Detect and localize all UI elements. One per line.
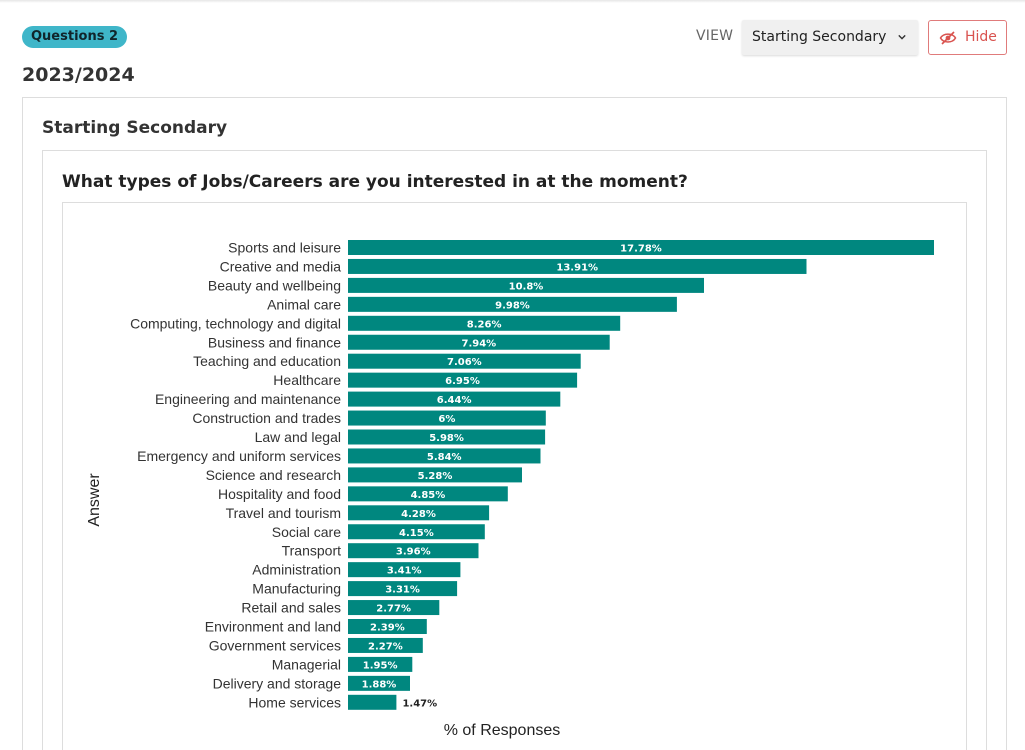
category-label: Home services	[248, 694, 341, 710]
category-label: Engineering and maintenance	[155, 391, 341, 407]
category-label: Business and finance	[208, 334, 341, 350]
bar[interactable]	[348, 258, 807, 274]
data-label: 5.84%	[427, 452, 462, 463]
view-select-value: Starting Secondary	[752, 29, 887, 45]
bar[interactable]	[348, 600, 440, 616]
bar[interactable]	[348, 581, 458, 597]
category-label: Healthcare	[273, 372, 341, 388]
data-label: 6.44%	[437, 395, 472, 406]
data-label: 2.39%	[370, 623, 405, 634]
hide-button[interactable]: Hide	[928, 20, 1007, 55]
bar[interactable]	[348, 353, 581, 369]
category-label: Animal care	[267, 296, 341, 312]
category-label: Creative and media	[220, 258, 342, 274]
bar[interactable]	[348, 656, 413, 672]
bar[interactable]	[348, 543, 479, 559]
category-label: Manufacturing	[252, 581, 341, 597]
data-label: 6.95%	[445, 376, 480, 387]
data-label: 7.94%	[461, 338, 496, 349]
hide-button-label: Hide	[965, 29, 997, 45]
category-label: Managerial	[272, 656, 341, 672]
chevron-down-icon	[898, 34, 906, 40]
bar-chart: Sports and leisure 17.78% Creative and med…	[86, 240, 934, 739]
data-label: 6%	[438, 414, 455, 425]
bar[interactable]	[348, 637, 423, 653]
category-label: Retail and sales	[241, 600, 341, 616]
question-card	[42, 150, 987, 750]
category-label: Government services	[209, 637, 341, 653]
category-label: Science and research	[206, 467, 341, 483]
category-label: Teaching and education	[193, 353, 341, 369]
bar[interactable]	[348, 486, 508, 502]
chart-container: Sports and leisure 17.78% Creative and med…	[62, 202, 967, 750]
data-label: 9.98%	[495, 300, 530, 311]
top-shadow	[0, 0, 1025, 3]
data-label: 1.95%	[363, 660, 398, 671]
bar[interactable]	[348, 619, 427, 634]
bar[interactable]	[348, 277, 704, 293]
bar[interactable]	[348, 429, 546, 445]
category-label: Beauty and wellbeing	[208, 277, 341, 293]
bar[interactable]	[348, 391, 561, 407]
data-label: 2.27%	[368, 641, 403, 652]
bar[interactable]	[348, 410, 546, 426]
data-label: 7.06%	[447, 357, 482, 368]
bar[interactable]	[348, 694, 397, 710]
data-label: 17.78%	[620, 244, 662, 255]
section-title: Starting Secondary	[42, 118, 228, 138]
bar[interactable]	[348, 334, 610, 350]
data-label: 2.77%	[376, 604, 411, 615]
y-axis-label: Answer	[86, 473, 103, 527]
category-label: Travel and tourism	[226, 505, 341, 521]
bar[interactable]	[348, 240, 934, 255]
category-label: Computing, technology and digital	[130, 315, 341, 331]
question-title: What types of Jobs/Careers are you inter…	[62, 172, 688, 192]
category-label: Sports and leisure	[228, 240, 341, 256]
data-label: 3.41%	[387, 566, 422, 577]
questions-badge: Questions 2	[22, 26, 128, 48]
category-label: Social care	[272, 524, 341, 540]
bar[interactable]	[348, 315, 621, 331]
data-label: 4.15%	[399, 528, 434, 539]
data-label: 13.91%	[556, 262, 598, 273]
data-label: 5.28%	[418, 471, 453, 482]
data-label: 1.47%	[402, 698, 437, 709]
bar[interactable]	[348, 505, 490, 521]
category-label: Emergency and uniform services	[137, 448, 341, 464]
data-label: 5.98%	[429, 433, 464, 444]
data-label: 3.31%	[385, 585, 420, 596]
category-label: Administration	[252, 562, 341, 578]
category-label: Delivery and storage	[213, 675, 342, 691]
data-label: 4.85%	[411, 490, 446, 501]
x-axis-label: % of Responses	[444, 722, 561, 739]
view-label: VIEW	[696, 28, 734, 44]
bar[interactable]	[348, 524, 485, 540]
bar[interactable]	[348, 675, 410, 691]
category-label: Transport	[282, 543, 342, 559]
results-card	[22, 97, 1007, 750]
bar[interactable]	[348, 296, 677, 312]
bar[interactable]	[348, 467, 522, 483]
data-label: 1.88%	[362, 679, 397, 690]
data-label: 10.8%	[509, 281, 544, 292]
bar[interactable]	[348, 562, 461, 578]
eye-off-icon	[939, 31, 957, 45]
year-heading: 2023/2024	[22, 64, 135, 86]
category-label: Construction and trades	[192, 410, 341, 426]
category-label: Hospitality and food	[218, 486, 341, 502]
data-label: 8.26%	[467, 319, 502, 330]
view-select[interactable]: Starting Secondary	[742, 20, 918, 55]
data-label: 3.96%	[396, 547, 431, 558]
bar[interactable]	[348, 448, 541, 464]
category-label: Law and legal	[255, 429, 341, 445]
category-label: Environment and land	[205, 619, 341, 635]
data-label: 4.28%	[401, 509, 436, 520]
bar[interactable]	[348, 372, 578, 388]
